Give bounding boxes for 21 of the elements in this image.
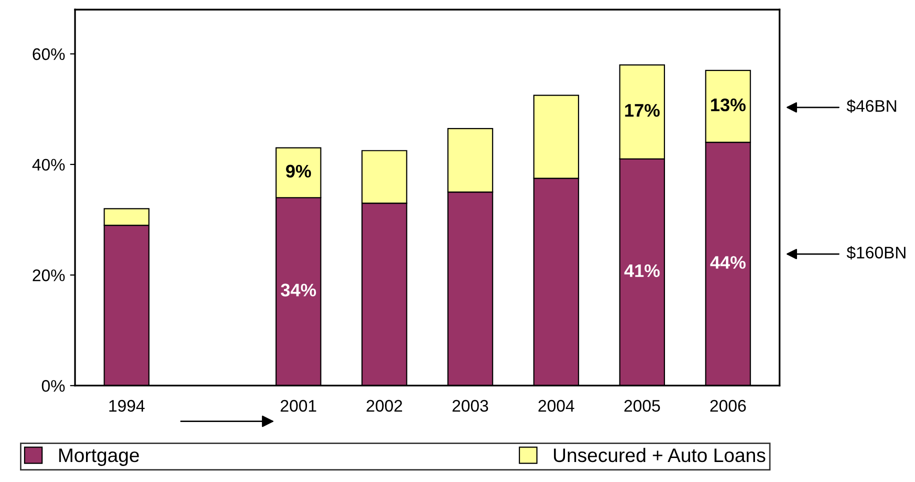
text: $160BN [846, 246, 906, 260]
data-label: 9% [286, 164, 311, 178]
data-label: 41% [624, 264, 660, 278]
text: $46BN [846, 99, 896, 113]
y-tick-label: 60% [32, 48, 65, 60]
legend-label: Mortgage [59, 448, 139, 466]
x-tick-label: 2006 [710, 400, 746, 412]
data-label: 13% [711, 98, 746, 112]
y-tick-label: 40% [32, 158, 65, 171]
x-tick-label: 2001 [280, 400, 316, 412]
x-tick-label: 2005 [624, 400, 660, 412]
x-tick-label: 1994 [109, 400, 145, 412]
x-tick-label: 2002 [366, 400, 402, 412]
data-label: 44% [710, 256, 746, 269]
y-tick-label: 20% [32, 269, 65, 282]
x-tick-label: 2003 [452, 400, 488, 412]
x-tick-label: 2004 [538, 400, 574, 412]
data-label: 17% [625, 104, 660, 117]
y-tick-label: 0% [42, 380, 65, 392]
data-label: 34% [280, 284, 316, 296]
legend-label: Unsecured + Auto Loans [554, 448, 766, 462]
